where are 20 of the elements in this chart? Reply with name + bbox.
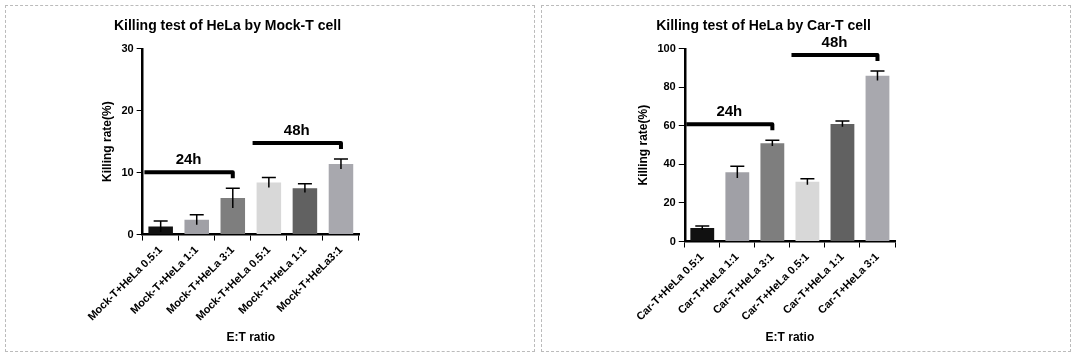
annotation: 24h (716, 101, 743, 119)
y-axis-title: Killing rate(%) (635, 104, 650, 186)
y-axis-title: Killing rate(%) (99, 101, 114, 183)
y-tick-label: 80 (663, 80, 676, 93)
x-axis-title: E:T ratio (765, 330, 815, 345)
y-tick-label: 60 (663, 118, 676, 131)
annotation: 48h (821, 32, 848, 50)
annotation: 24h (175, 149, 202, 167)
chart-title: Killing test of HeLa by Mock-T cell (113, 17, 342, 34)
chart-title: Killing test of HeLa by Car-T cell (656, 17, 871, 34)
annotation: 48h (283, 120, 310, 138)
y-tick-label: 0 (669, 234, 676, 247)
y-tick-label: 0 (127, 227, 134, 240)
x-axis-title: E:T ratio (226, 330, 276, 345)
y-tick-label: 20 (663, 195, 676, 208)
y-tick-label: 40 (663, 157, 676, 170)
y-tick-label: 10 (121, 165, 134, 178)
y-tick-label: 30 (121, 41, 134, 54)
y-tick-label: 100 (657, 41, 676, 54)
y-tick-label: 20 (121, 103, 134, 116)
